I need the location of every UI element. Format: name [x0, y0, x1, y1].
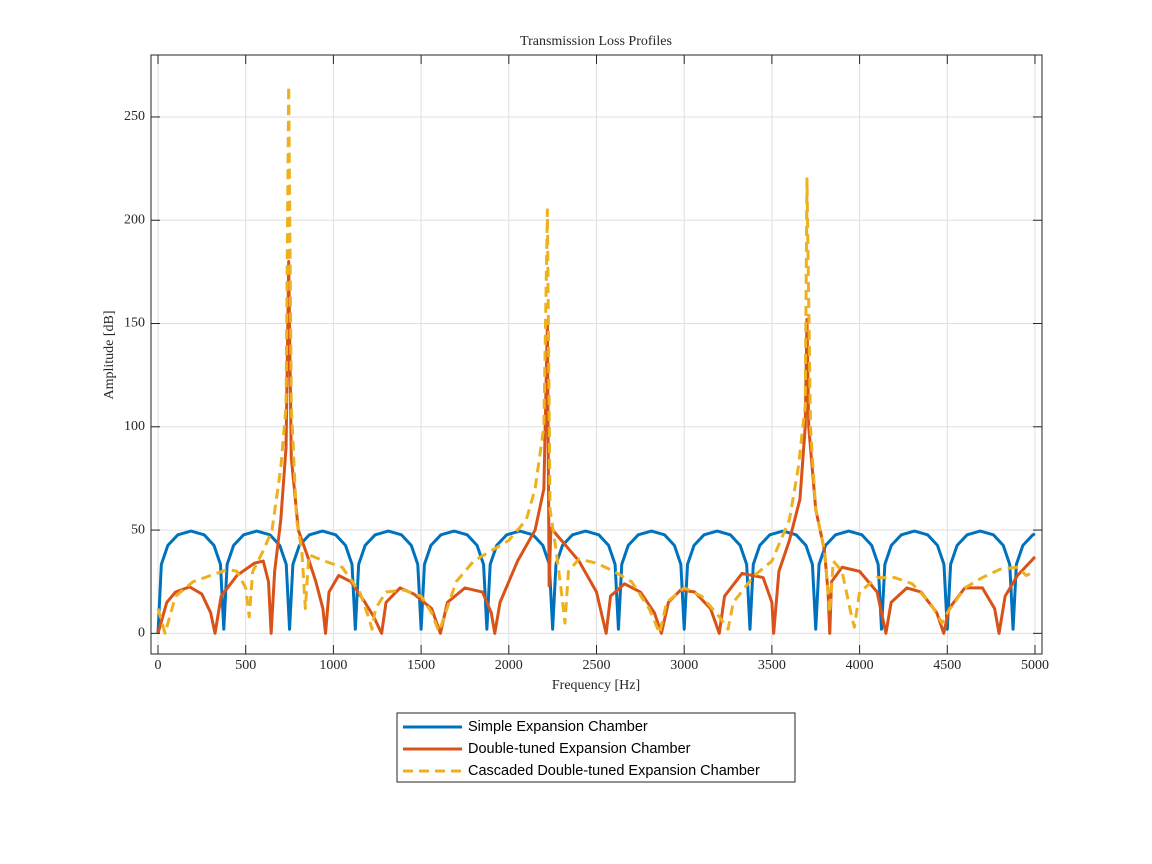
- y-tick-label: 200: [124, 212, 145, 227]
- x-tick-label: 4500: [933, 658, 961, 673]
- y-tick-label: 100: [124, 419, 145, 434]
- x-tick-label: 1500: [407, 658, 435, 673]
- legend-label: Cascaded Double-tuned Expansion Chamber: [468, 763, 760, 779]
- series-line: [156, 84, 1036, 635]
- x-tick-label: 500: [235, 658, 256, 673]
- y-tick-label: 50: [131, 522, 145, 537]
- x-tick-label: 3500: [758, 658, 786, 673]
- y-tick-label: 0: [138, 626, 145, 641]
- x-tick-label: 5000: [1021, 658, 1049, 673]
- x-tick-label: 3000: [670, 658, 698, 673]
- ticks: 0 500 1000 1500 2000 2500 3000 3500 4000 4500 5000…: [124, 55, 1049, 673]
- chart-title: Transmission Loss Profiles: [520, 34, 672, 49]
- x-tick-label: 4000: [846, 658, 874, 673]
- series-line: [156, 529, 1036, 634]
- x-tick-label: 2000: [495, 658, 523, 673]
- y-axis-label: Amplitude [dB]: [102, 310, 117, 399]
- y-tick-label: 150: [124, 316, 145, 331]
- x-tick-label: 2500: [583, 658, 611, 673]
- legend-box: [396, 712, 796, 783]
- x-tick-label: 0: [155, 658, 162, 673]
- legend-label: Simple Expansion Chamber: [468, 719, 648, 735]
- legend-label: Double-tuned Expansion Chamber: [468, 741, 691, 757]
- y-tick-label: 250: [124, 109, 145, 124]
- legend: Simple Expansion Chamber Double-tuned Exp…: [403, 719, 760, 779]
- x-axis-label: Frequency [Hz]: [552, 678, 640, 693]
- lines: [156, 84, 1037, 635]
- x-tick-label: 1000: [319, 658, 347, 673]
